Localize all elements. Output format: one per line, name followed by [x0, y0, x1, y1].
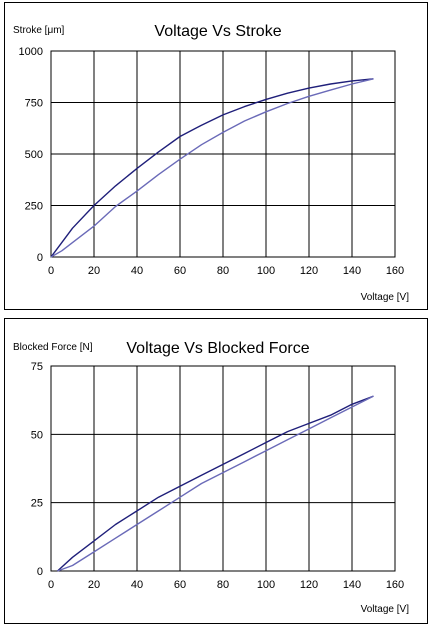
x-tick-label: 120: [300, 265, 318, 277]
y-tick-label: 0: [37, 252, 43, 264]
stroke-chart: Voltage Vs Stroke Stroke [μm] Voltage [V…: [13, 23, 410, 303]
x-tick-label: 160: [386, 265, 404, 277]
series-line: [50, 78, 374, 258]
y-tick-label: 500: [25, 149, 43, 161]
x-tick-label: 80: [217, 265, 229, 277]
y-tick-label: 1000: [19, 46, 43, 58]
y-tick-label: 25: [31, 498, 43, 510]
y-tick-label: 250: [25, 201, 43, 213]
x-tick-label: 100: [257, 265, 275, 277]
chart-title: Voltage Vs Blocked Force: [126, 340, 309, 357]
series-line: [50, 78, 374, 258]
y-axis-label: Stroke [μm]: [13, 25, 65, 36]
x-tick-label: 60: [174, 265, 186, 277]
x-axis-label: Voltage [V]: [361, 604, 410, 615]
x-tick-label: 80: [217, 579, 229, 591]
x-tick-label: 40: [131, 265, 143, 277]
chart-title: Voltage Vs Stroke: [154, 23, 281, 40]
x-tick-label: 0: [48, 265, 54, 277]
blocked-force-chart: Voltage Vs Blocked Force Blocked Force […: [13, 340, 410, 615]
x-axis-label: Voltage [V]: [361, 292, 410, 303]
x-tick-label: 140: [343, 265, 361, 277]
x-tick-label: 160: [386, 579, 404, 591]
stroke-chart-panel: Voltage Vs Stroke Stroke [μm] Voltage [V…: [4, 2, 428, 310]
x-tick-label: 20: [88, 579, 100, 591]
y-tick-label: 75: [31, 361, 43, 373]
y-tick-label: 750: [25, 98, 43, 110]
x-tick-label: 40: [131, 579, 143, 591]
y-tick-label: 0: [37, 566, 43, 578]
blocked-force-chart-panel: Voltage Vs Blocked Force Blocked Force […: [4, 318, 428, 624]
x-tick-label: 20: [88, 265, 100, 277]
series-line: [57, 395, 374, 572]
x-tick-label: 100: [257, 579, 275, 591]
y-axis-label: Blocked Force [N]: [13, 342, 93, 353]
y-tick-label: 50: [31, 429, 43, 441]
x-tick-label: 120: [300, 579, 318, 591]
series-line: [57, 395, 374, 572]
x-tick-label: 140: [343, 579, 361, 591]
x-tick-label: 60: [174, 579, 186, 591]
x-tick-label: 0: [48, 579, 54, 591]
